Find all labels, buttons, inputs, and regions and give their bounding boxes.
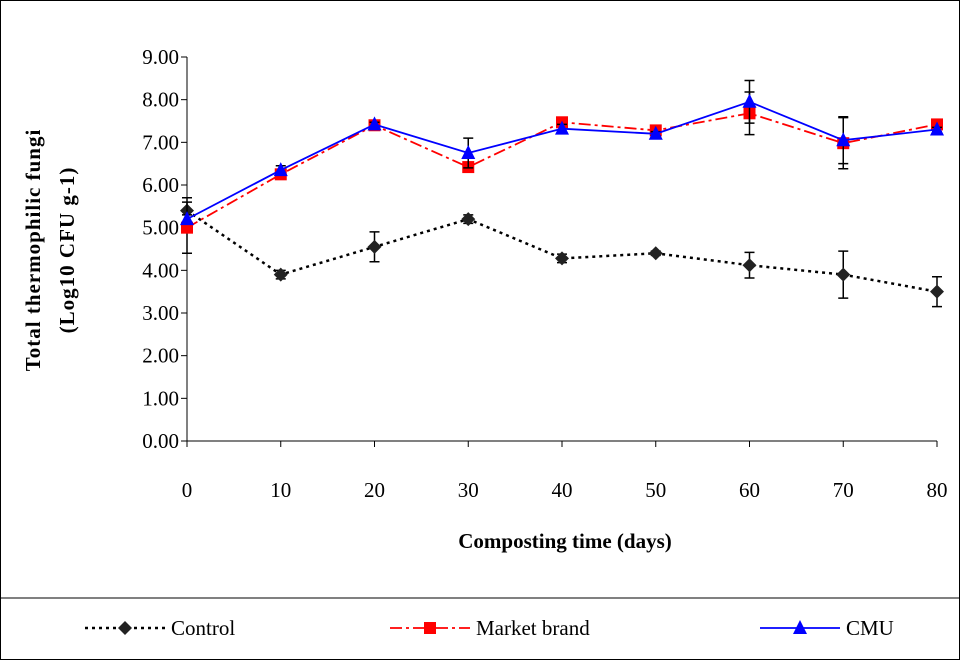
- x-tick-label: 60: [739, 478, 760, 502]
- y-axis-label: Total thermophilic fungi: [21, 129, 45, 372]
- legend-marker: [424, 622, 436, 634]
- legend-label: CMU: [846, 616, 894, 640]
- y-tick-label: 1.00: [142, 386, 179, 410]
- y-tick-label: 9.00: [142, 45, 179, 69]
- x-tick-label: 80: [927, 478, 948, 502]
- y-tick-label: 3.00: [142, 301, 179, 325]
- y-tick-label: 8.00: [142, 88, 179, 112]
- legend-label: Market brand: [476, 616, 590, 640]
- x-tick-label: 70: [833, 478, 854, 502]
- legend-label: Control: [171, 616, 235, 640]
- x-tick-label: 40: [552, 478, 573, 502]
- y-tick-label: 7.00: [142, 130, 179, 154]
- x-tick-label: 0: [182, 478, 193, 502]
- x-tick-label: 50: [645, 478, 666, 502]
- y-tick-label: 4.00: [142, 258, 179, 282]
- y-tick-label: 5.00: [142, 216, 179, 240]
- x-tick-label: 10: [270, 478, 291, 502]
- x-axis-label: Composting time (days): [458, 529, 672, 553]
- x-tick-label: 20: [364, 478, 385, 502]
- y-tick-label: 2.00: [142, 344, 179, 368]
- y-tick-label: 0.00: [142, 429, 179, 453]
- y-axis-unit: (Log10 CFU g-1): [55, 167, 79, 334]
- x-tick-label: 30: [458, 478, 479, 502]
- chart: Composting time (days) Total thermophili…: [0, 0, 960, 660]
- y-tick-label: 6.00: [142, 173, 179, 197]
